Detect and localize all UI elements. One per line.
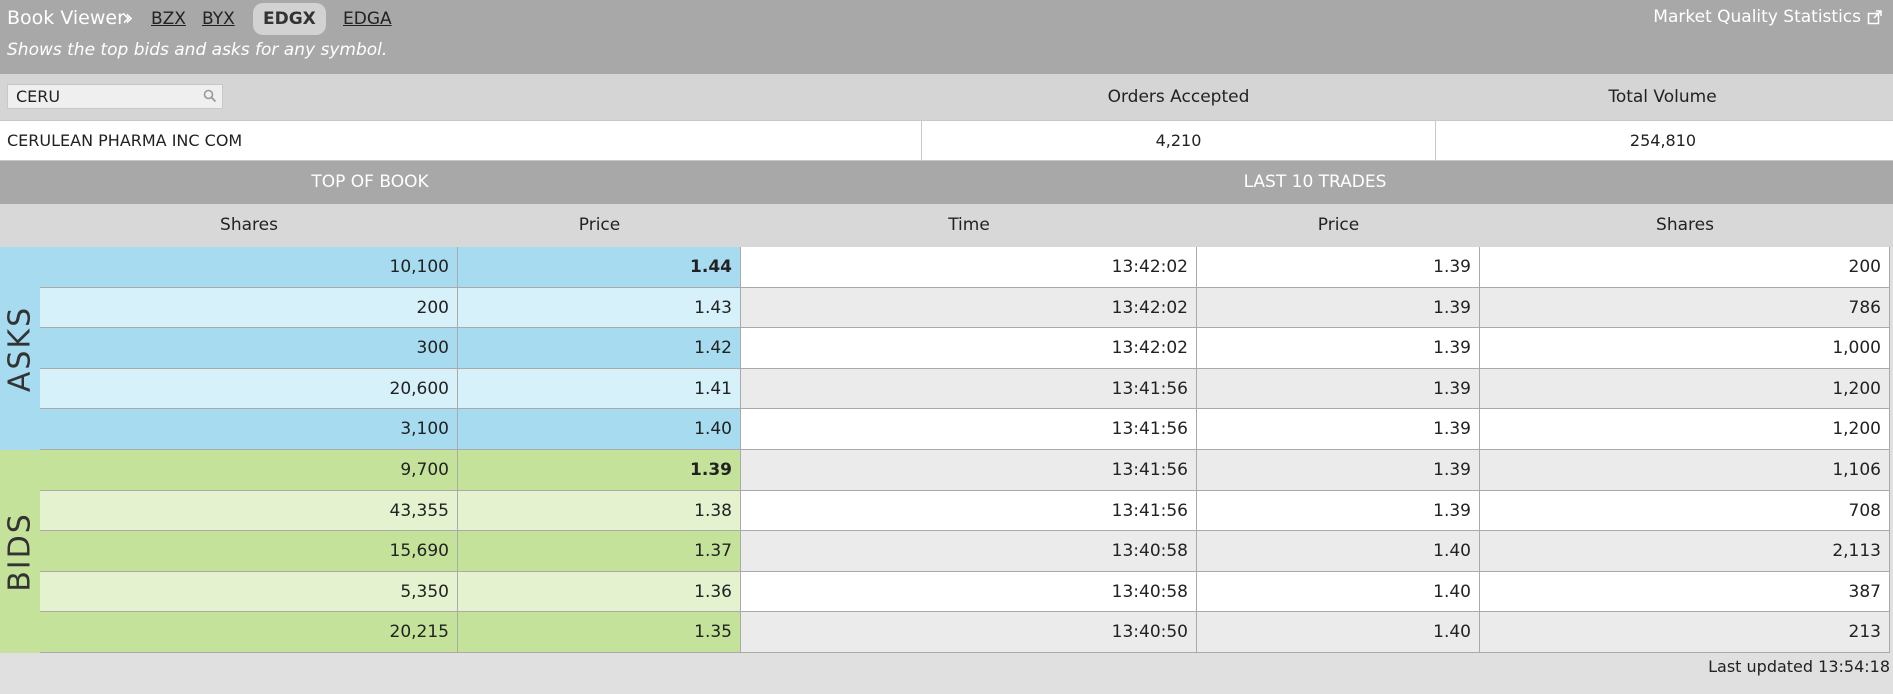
divider (1435, 121, 1436, 160)
bid-shares-cell: 5,350 (40, 571, 458, 613)
trade-time-header: Time (948, 215, 990, 235)
divider (921, 121, 922, 160)
page-title: Book Viewer (7, 7, 125, 29)
trade-time-cell: 13:40:58 (741, 531, 1197, 572)
ask-shares-cell: 10,100 (40, 247, 458, 288)
total-volume-value: 254,810 (1629, 131, 1697, 150)
bid-shares-cell: 15,690 (40, 531, 458, 572)
last-trades-title: LAST 10 TRADES (1243, 172, 1387, 192)
trade-price-cell: 1.40 (1197, 612, 1480, 653)
ask-shares-cell: 3,100 (40, 409, 458, 450)
bids-side-label: BIDS (0, 450, 40, 653)
bid-shares-cell: 9,700 (40, 450, 458, 491)
search-row: Orders Accepted Total Volume (0, 74, 1893, 120)
tab-edga[interactable]: EDGA (343, 9, 392, 29)
trade-shares-header: Shares (1656, 215, 1714, 235)
bid-price-cell: 1.39 (458, 450, 741, 491)
company-name: CERULEAN PHARMA INC COM (7, 131, 243, 150)
trade-price-cell: 1.39 (1197, 450, 1480, 491)
symbol-info-row: CERULEAN PHARMA INC COM 4,210 254,810 (0, 120, 1893, 161)
ask-price-cell: 1.44 (458, 247, 741, 288)
trade-price-cell: 1.40 (1197, 531, 1480, 572)
bid-price-cell: 1.37 (458, 531, 741, 572)
bid-price-cell: 1.36 (458, 571, 741, 613)
ask-shares-cell: 200 (40, 287, 458, 329)
trade-shares-cell: 1,106 (1480, 450, 1890, 491)
symbol-search-input[interactable] (8, 85, 198, 108)
trade-time-cell: 13:41:56 (741, 490, 1197, 532)
trade-price-cell: 1.39 (1197, 409, 1480, 450)
orders-accepted-header: Orders Accepted (1107, 87, 1250, 107)
bid-price-cell: 1.38 (458, 490, 741, 532)
total-volume-header: Total Volume (1608, 87, 1717, 107)
trade-price-cell: 1.39 (1197, 368, 1480, 410)
trade-time-cell: 13:42:02 (741, 328, 1197, 369)
trade-price-cell: 1.39 (1197, 328, 1480, 369)
book-price-header: Price (578, 215, 621, 235)
top-of-book-title: TOP OF BOOK (311, 172, 429, 192)
footer-bar (0, 653, 1893, 694)
page-subtitle: Shows the top bids and asks for any symb… (7, 40, 388, 60)
trade-shares-cell: 2,113 (1480, 531, 1890, 572)
tab-edgx[interactable]: EDGX (253, 3, 326, 35)
trade-shares-cell: 1,200 (1480, 368, 1890, 410)
trade-shares-cell: 708 (1480, 490, 1890, 532)
asks-side-label: ASKS (0, 247, 40, 450)
ask-price-cell: 1.40 (458, 409, 741, 450)
trade-price-cell: 1.40 (1197, 571, 1480, 613)
trade-shares-cell: 1,000 (1480, 328, 1890, 369)
trade-shares-cell: 387 (1480, 571, 1890, 613)
trade-time-cell: 13:40:50 (741, 612, 1197, 653)
trade-shares-cell: 1,200 (1480, 409, 1890, 450)
bid-price-cell: 1.35 (458, 612, 741, 653)
trade-price-cell: 1.39 (1197, 490, 1480, 532)
asks-label: ASKS (2, 305, 38, 392)
breadcrumb-chevron-icon: ›› (122, 6, 133, 31)
trade-time-cell: 13:42:02 (741, 247, 1197, 288)
symbol-search-box[interactable] (7, 84, 223, 109)
external-link-icon[interactable] (1867, 9, 1883, 25)
trade-shares-cell: 786 (1480, 287, 1890, 329)
column-header-row: Shares Price Time Price Shares (0, 204, 1893, 247)
header-bar: Book Viewer ›› BZX BYX EDGX EDGA Shows t… (0, 0, 1893, 74)
trade-time-cell: 13:41:56 (741, 368, 1197, 410)
market-quality-statistics-link[interactable]: Market Quality Statistics (1653, 7, 1861, 27)
orders-accepted-value: 4,210 (1155, 131, 1202, 150)
trade-price-cell: 1.39 (1197, 247, 1480, 288)
trade-time-cell: 13:42:02 (741, 287, 1197, 329)
bid-shares-cell: 20,215 (40, 612, 458, 653)
tab-bzx[interactable]: BZX (151, 9, 186, 29)
book-shares-header: Shares (220, 215, 278, 235)
last-updated-text: Last updated 13:54:18 (1708, 657, 1890, 676)
bids-label: BIDS (2, 511, 38, 592)
tab-byx[interactable]: BYX (202, 9, 235, 29)
trade-time-cell: 13:40:58 (741, 571, 1197, 613)
trade-shares-cell: 200 (1480, 247, 1890, 288)
trade-time-cell: 13:41:56 (741, 409, 1197, 450)
ask-shares-cell: 20,600 (40, 368, 458, 410)
ask-shares-cell: 300 (40, 328, 458, 369)
trade-shares-cell: 213 (1480, 612, 1890, 653)
ask-price-cell: 1.41 (458, 368, 741, 410)
ask-price-cell: 1.42 (458, 328, 741, 369)
trade-price-header: Price (1317, 215, 1360, 235)
ask-price-cell: 1.43 (458, 287, 741, 329)
trade-price-cell: 1.39 (1197, 287, 1480, 329)
search-icon[interactable] (203, 89, 217, 103)
bid-shares-cell: 43,355 (40, 490, 458, 532)
trade-time-cell: 13:41:56 (741, 450, 1197, 491)
section-header-row: TOP OF BOOK LAST 10 TRADES (0, 161, 1893, 204)
